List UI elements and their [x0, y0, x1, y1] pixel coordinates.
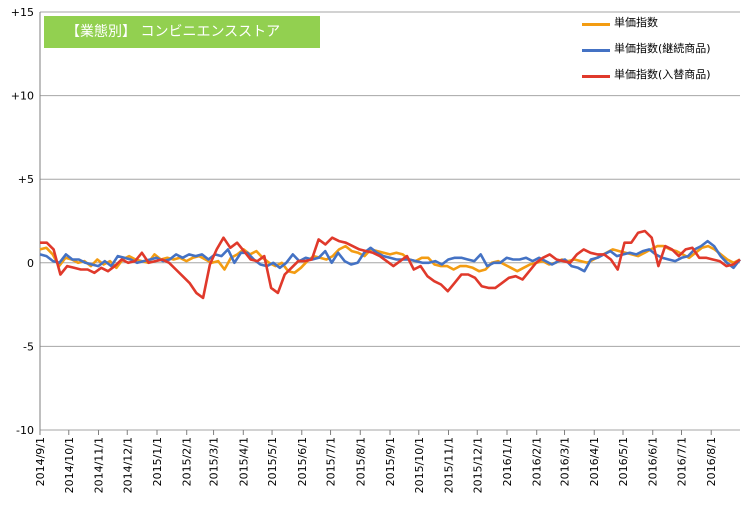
legend-swatch-continuing	[582, 49, 610, 52]
chart-title-badge: 【業態別】 コンビニエンスストア	[44, 16, 320, 48]
x-tick-label: 2016/5/1	[617, 437, 630, 486]
legend-swatch-replacement	[582, 75, 610, 78]
x-tick-label: 2015/8/1	[354, 437, 367, 486]
x-tick-label: 2015/6/1	[296, 437, 309, 486]
x-tick-label: 2016/1/1	[501, 437, 514, 486]
legend-swatch-unit-price	[582, 23, 610, 26]
y-tick-label: +10	[11, 90, 34, 103]
x-tick-label: 2014/12/1	[121, 437, 134, 493]
y-axis-ticks: +15 +10 +5 0 -5 -10	[11, 6, 34, 437]
series-line-3	[40, 229, 741, 300]
y-tick-label: -5	[23, 340, 34, 353]
series-lines	[39, 229, 742, 300]
x-tick-label: 2016/7/1	[676, 437, 689, 486]
x-tick-label: 2015/3/1	[208, 437, 221, 486]
x-tick-label: 2016/4/1	[588, 437, 601, 486]
legend-label-continuing: 単価指数(継続商品)	[614, 42, 711, 55]
x-tick-label: 2015/9/1	[384, 437, 397, 486]
legend: 単価指数 単価指数(継続商品) 単価指数(入替商品)	[572, 14, 732, 92]
x-tick-label: 2015/1/1	[151, 437, 164, 486]
legend-label-replacement: 単価指数(入替商品)	[614, 68, 711, 81]
y-tick-label: -10	[16, 424, 34, 437]
x-tick-label: 2016/6/1	[647, 437, 660, 486]
x-tick-label: 2015/2/1	[181, 437, 194, 486]
x-tick-label: 2015/12/1	[471, 437, 484, 493]
series-line-2	[39, 239, 742, 273]
x-tick-label: 2015/4/1	[237, 437, 250, 486]
x-tick-label: 2015/7/1	[325, 437, 338, 486]
y-tick-label: +5	[18, 173, 34, 186]
y-tick-label: +15	[11, 6, 34, 19]
x-tick-label: 2015/10/1	[413, 437, 426, 493]
legend-item-continuing: 単価指数(継続商品)	[572, 40, 732, 66]
legend-item-unit-price: 単価指数	[572, 14, 732, 40]
legend-item-replacement: 単価指数(入替商品)	[572, 66, 732, 92]
x-tick-label: 2014/9/1	[34, 437, 47, 486]
x-axis: 2014/9/1 2014/10/1 2014/11/1 2014/12/1 2015/…	[34, 430, 718, 493]
x-tick-label: 2014/10/1	[63, 437, 76, 493]
y-tick-label: 0	[27, 257, 34, 270]
x-tick-label: 2015/11/1	[442, 437, 455, 493]
legend-label-unit-price: 単価指数	[614, 16, 658, 29]
x-tick-label: 2016/3/1	[559, 437, 572, 486]
x-tick-label: 2015/5/1	[266, 437, 279, 486]
x-tick-label: 2016/8/1	[705, 437, 718, 486]
x-tick-label: 2014/11/1	[92, 437, 105, 493]
x-tick-label: 2016/2/1	[531, 437, 544, 486]
